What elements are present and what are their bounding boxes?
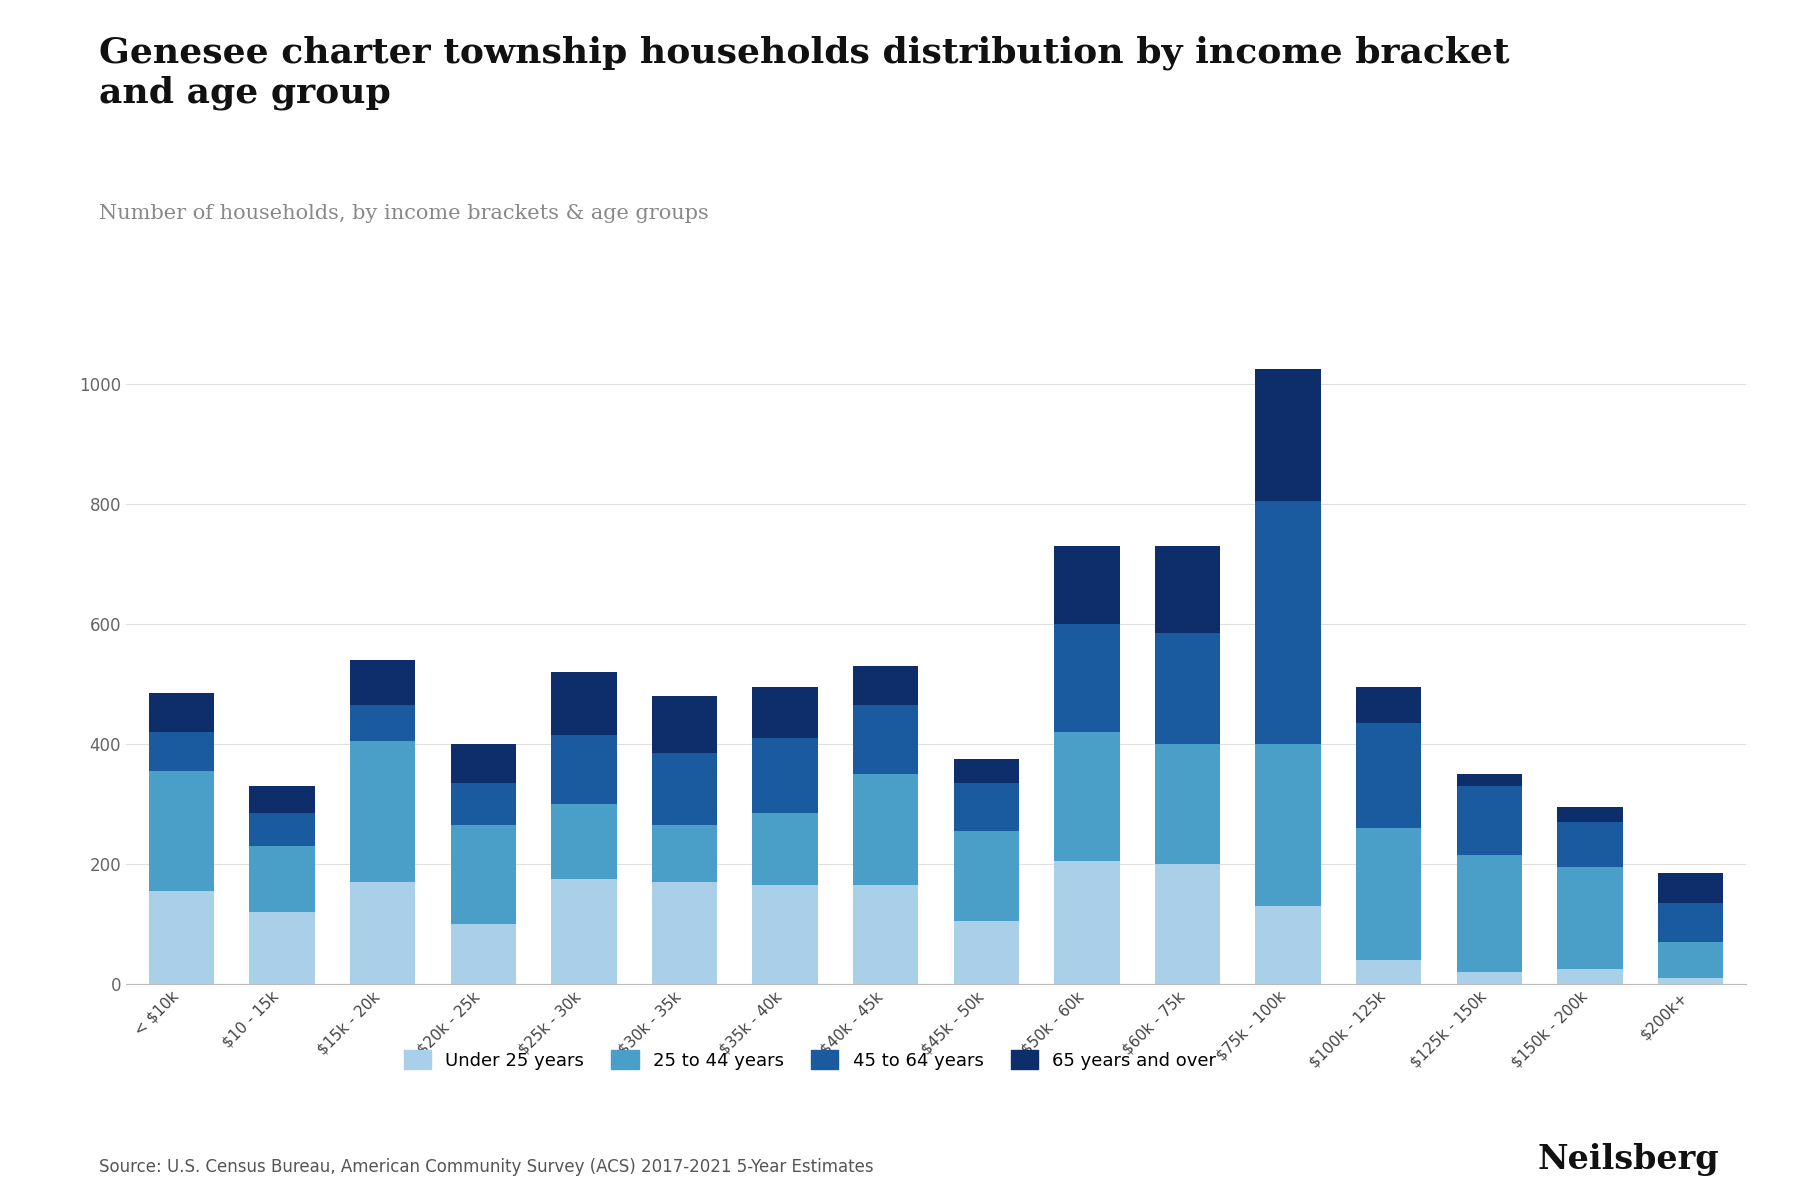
Legend: Under 25 years, 25 to 44 years, 45 to 64 years, 65 years and over: Under 25 years, 25 to 44 years, 45 to 64… (396, 1043, 1224, 1076)
Bar (149, 732, 214, 770)
Bar (1255, 744, 1321, 906)
Bar (1557, 866, 1624, 970)
Bar (652, 826, 716, 882)
Text: Genesee charter township households distribution by income bracket
and age group: Genesee charter township households dist… (99, 36, 1510, 110)
Bar (954, 830, 1019, 922)
Text: Neilsberg: Neilsberg (1537, 1142, 1719, 1176)
Bar (450, 924, 517, 984)
Bar (149, 770, 214, 890)
Bar (349, 882, 416, 984)
Bar (853, 774, 918, 886)
Bar (551, 734, 617, 804)
Bar (248, 814, 315, 846)
Bar (1355, 960, 1422, 984)
Bar (450, 744, 517, 782)
Bar (1456, 854, 1523, 972)
Bar (652, 882, 716, 984)
Bar (1658, 874, 1723, 902)
Bar (1355, 722, 1422, 828)
Bar (954, 782, 1019, 830)
Bar (752, 738, 817, 814)
Bar (853, 886, 918, 984)
Bar (652, 696, 716, 754)
Bar (349, 740, 416, 882)
Bar (450, 826, 517, 924)
Bar (1557, 970, 1624, 984)
Bar (551, 804, 617, 878)
Bar (349, 660, 416, 704)
Bar (1456, 786, 1523, 854)
Bar (349, 704, 416, 740)
Bar (149, 890, 214, 984)
Bar (954, 758, 1019, 782)
Bar (1658, 978, 1723, 984)
Bar (853, 704, 918, 774)
Text: Number of households, by income brackets & age groups: Number of households, by income brackets… (99, 204, 709, 223)
Bar (1557, 822, 1624, 866)
Bar (1355, 686, 1422, 722)
Bar (551, 878, 617, 984)
Bar (853, 666, 918, 704)
Bar (248, 786, 315, 814)
Bar (1355, 828, 1422, 960)
Bar (1156, 546, 1220, 634)
Bar (1055, 624, 1120, 732)
Bar (248, 912, 315, 984)
Bar (1055, 732, 1120, 862)
Bar (1055, 862, 1120, 984)
Bar (1557, 806, 1624, 822)
Bar (1255, 906, 1321, 984)
Bar (1456, 972, 1523, 984)
Bar (1456, 774, 1523, 786)
Bar (1658, 902, 1723, 942)
Text: Source: U.S. Census Bureau, American Community Survey (ACS) 2017-2021 5-Year Est: Source: U.S. Census Bureau, American Com… (99, 1158, 873, 1176)
Bar (1658, 942, 1723, 978)
Bar (1156, 864, 1220, 984)
Bar (1255, 370, 1321, 502)
Bar (248, 846, 315, 912)
Bar (752, 686, 817, 738)
Bar (954, 922, 1019, 984)
Bar (1255, 502, 1321, 744)
Bar (1156, 744, 1220, 864)
Bar (752, 886, 817, 984)
Bar (149, 692, 214, 732)
Bar (450, 782, 517, 826)
Bar (752, 814, 817, 886)
Bar (1156, 634, 1220, 744)
Bar (1055, 546, 1120, 624)
Bar (652, 754, 716, 826)
Bar (551, 672, 617, 734)
